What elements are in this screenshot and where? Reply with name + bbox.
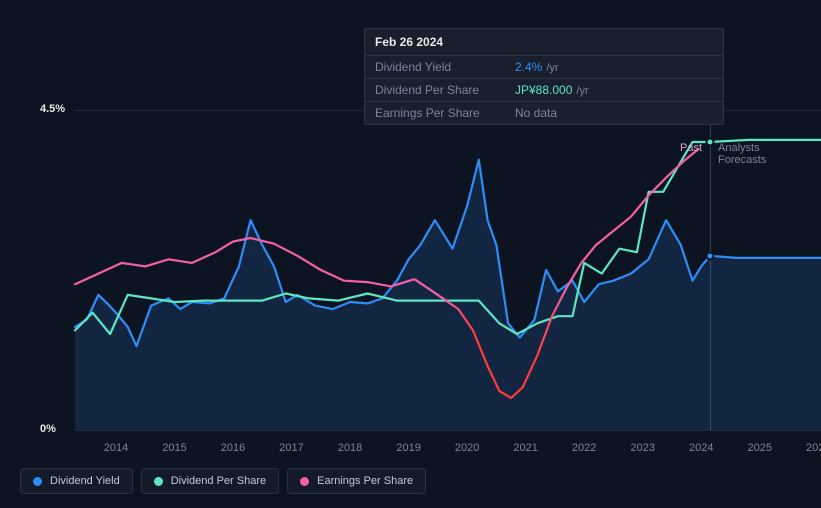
tooltip-row-label: Earnings Per Share bbox=[375, 106, 515, 120]
legend-item-dividend_yield[interactable]: Dividend Yield bbox=[20, 468, 133, 494]
tooltip-row-unit: /yr bbox=[546, 62, 558, 74]
x-axis-label: 2018 bbox=[338, 442, 362, 454]
legend-label: Dividend Per Share bbox=[171, 475, 266, 487]
x-axis-label: 2015 bbox=[162, 442, 186, 454]
legend-item-dividend_per_share[interactable]: Dividend Per Share bbox=[141, 468, 279, 494]
y-axis-label: 0% bbox=[40, 423, 56, 435]
chart-legend: Dividend Yield Dividend Per Share Earnings… bbox=[20, 468, 426, 494]
dividend_yield-marker bbox=[706, 251, 715, 260]
tooltip-row: Earnings Per ShareNo data bbox=[365, 102, 723, 124]
legend-label: Dividend Yield bbox=[50, 475, 120, 487]
x-axis-label: 2025 bbox=[748, 442, 772, 454]
x-axis-label: 2022 bbox=[572, 442, 596, 454]
past-label: Past bbox=[680, 142, 702, 154]
legend-item-earnings_per_share[interactable]: Earnings Per Share bbox=[287, 468, 426, 494]
chart-plot[interactable] bbox=[75, 110, 821, 430]
y-axis-label: 4.5% bbox=[40, 103, 65, 115]
dividend_per_share-marker bbox=[706, 138, 715, 147]
gridline bbox=[75, 430, 821, 431]
tooltip-row: Dividend Per ShareJP¥88.000/yr bbox=[365, 79, 723, 102]
x-axis-label: 2014 bbox=[104, 442, 128, 454]
x-axis-label: 2019 bbox=[396, 442, 420, 454]
tooltip-row-value: 2.4% bbox=[515, 60, 542, 74]
x-axis-label: 2017 bbox=[279, 442, 303, 454]
x-axis-label: 2016 bbox=[221, 442, 245, 454]
legend-dot bbox=[300, 477, 309, 486]
legend-dot bbox=[33, 477, 42, 486]
tooltip-date: Feb 26 2024 bbox=[365, 29, 723, 56]
x-axis-label: 2021 bbox=[513, 442, 537, 454]
x-axis-label: 2020 bbox=[455, 442, 479, 454]
x-axis-label: 2026 bbox=[806, 442, 821, 454]
dividend_yield-area bbox=[75, 160, 821, 430]
x-axis-label: 2023 bbox=[630, 442, 654, 454]
legend-dot bbox=[154, 477, 163, 486]
tooltip-row-value: JP¥88.000 bbox=[515, 83, 572, 97]
legend-label: Earnings Per Share bbox=[317, 475, 413, 487]
tooltip-row: Dividend Yield2.4% /yr bbox=[365, 56, 723, 79]
tooltip-row-unit: /yr bbox=[576, 85, 588, 97]
tooltip-row-label: Dividend Per Share bbox=[375, 83, 515, 97]
forecast-label: Analysts Forecasts bbox=[718, 142, 810, 166]
tooltip-row-value: No data bbox=[515, 106, 557, 120]
chart-container: 0% 4.5% Past Analysts Forecasts 2014 2015 20… bbox=[20, 10, 810, 460]
x-axis-label: 2024 bbox=[689, 442, 713, 454]
chart-tooltip: Feb 26 2024 Dividend Yield2.4%/yrDividen… bbox=[364, 28, 724, 125]
tooltip-row-label: Dividend Yield bbox=[375, 60, 515, 74]
